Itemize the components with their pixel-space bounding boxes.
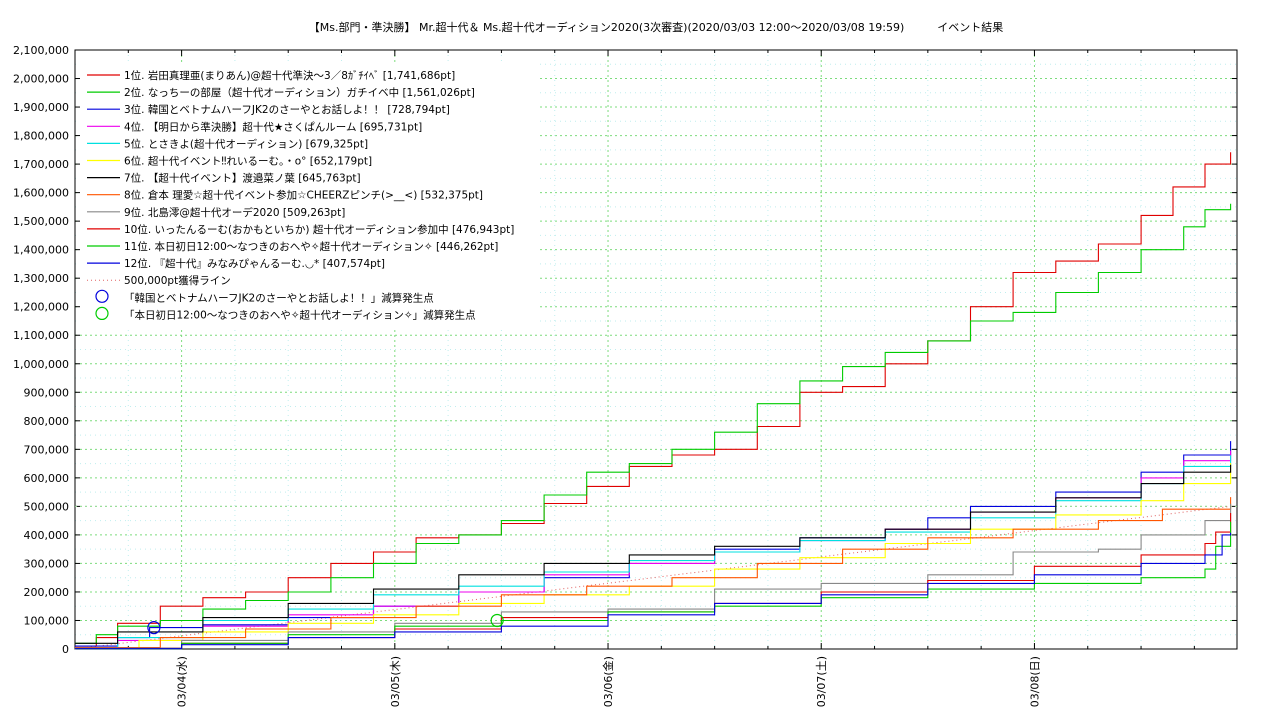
series-line-1 [75,152,1232,647]
series-line-5 [75,455,1232,649]
reduction-marker-1 [147,621,161,635]
legend-label: 「韓国とベトナムハーフJK2のさーやとお話しよ！！」減算発生点 [124,291,434,304]
legend-background [80,62,540,330]
reduction-marker-2 [490,613,504,628]
y-tick-label: 300,000 [24,557,70,570]
x-tick-label: 03/05(木) [389,656,402,707]
legend-label: 8位. 倉本 理愛☆超十代イベント参加☆CHEERZピンチ(>__<) [532… [124,189,483,202]
x-tick-label: 03/04(水) [176,656,189,707]
legend-label: 3位. 韓国とベトナムハーフJK2のさーやとお話しよ！！ [728,794pt] [124,103,450,116]
marker-layer [147,613,504,635]
legend-label: 500,000pt獲得ライン [124,274,231,287]
y-tick-label: 1,400,000 [13,244,69,257]
axes: 0 100,000 200,000 300,000 400,000 500,000 600,… [13,44,1238,707]
legend-label: 「本日初日12:00〜なつきのおへや✧超十代オーディション✧」減算発生点 [124,308,476,321]
x-tick-label: 03/07(土) [815,656,828,707]
legend-marker-icon [95,289,109,303]
reference-line [74,505,1237,650]
reference-dotted-line [74,505,1231,650]
y-tick-label: 1,600,000 [13,187,69,200]
y-tick-label: 1,900,000 [13,101,69,114]
series-line-9 [75,503,1232,649]
y-tick-label: 1,300,000 [13,272,69,285]
y-tick-label: 2,000,000 [13,73,69,86]
y-tick-label: 800,000 [24,415,70,428]
y-tick-label: 1,200,000 [13,301,69,314]
legend-label: 6位. 超十代イベント‼れいるーむ。・o° [652,179pt] [124,155,372,168]
y-tick-label: 1,700,000 [13,158,69,171]
y-tick-label: 0 [62,643,69,656]
legend-label: 5位. とさきよ(超十代オーディション) [679,325pt] [124,137,368,150]
legend: 1位. 岩田真理亜(まりあん)@超十代準決〜3／8ｶﾞﾁｲﾍﾞ [1,741,6… [80,62,540,330]
y-tick-label: 900,000 [24,386,70,399]
plot-frame [74,49,1238,650]
series-line-2 [75,203,1232,644]
y-tick-label: 500,000 [24,500,70,513]
series-line-8 [75,497,1232,649]
series-line-10 [75,513,1232,649]
series-line-11 [75,521,1232,650]
y-tick-label: 400,000 [24,529,70,542]
x-tick-label: 03/06(金) [601,656,615,707]
legend-label: 2位. なっちーの部屋（超十代オーディション）ガチイベ中 [1,561,026p… [124,86,475,99]
y-tick-label: 1,000,000 [13,358,69,371]
legend-label: 9位. 北島澪@超十代オーデ2020 [509,263pt] [124,206,345,219]
series-line-7 [75,464,1232,644]
legend-marker-icon [95,306,109,320]
legend-label: 12位. 『超十代』みなみぴゃんるーむ.◡* [407,574pt] [124,257,385,270]
legend-label: 4位. 【明日から準決勝】超十代★さくぱんルーム [695,731pt] [124,120,422,133]
series-layer [75,152,1232,650]
x-tick-label: 03/08(日) [1028,656,1041,707]
y-tick-label: 100,000 [24,614,70,627]
y-tick-label: 600,000 [24,472,70,485]
y-tick-label: 1,800,000 [13,130,69,143]
y-tick-label: 200,000 [24,586,70,599]
y-tick-label: 1,500,000 [13,215,69,228]
chart-title: 【Ms.部門・準決勝】 Mr.超十代＆ Ms.超十代オーディション2020(3次… [309,20,1004,34]
legend-label: 11位. 本日初日12:00〜なつきのおへや✧超十代オーディション✧ [446,… [124,240,498,253]
y-tick-label: 2,100,000 [13,44,69,57]
legend-label: 1位. 岩田真理亜(まりあん)@超十代準決〜3／8ｶﾞﾁｲﾍﾞ [1,741,6… [124,69,455,82]
y-tick-label: 1,100,000 [13,329,69,342]
legend-label: 10位. いったんるーむ(おかもといちか) 超十代オーディション参加中 [476… [124,223,514,236]
y-tick-label: 700,000 [24,443,70,456]
series-line-12 [75,532,1232,650]
legend-label: 7位. 【超十代イベント】渡邉菜ノ葉 [645,763pt] [124,172,361,185]
